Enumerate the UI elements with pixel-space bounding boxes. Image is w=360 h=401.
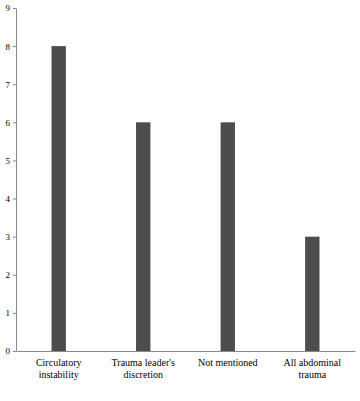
y-tick-label: 5 xyxy=(6,156,11,166)
y-tick-label: 0 xyxy=(6,346,11,356)
y-tick-label: 6 xyxy=(6,118,11,128)
y-tick-mark xyxy=(13,313,16,314)
y-tick: 5 xyxy=(6,156,17,166)
bar xyxy=(136,122,150,351)
bars xyxy=(52,46,320,351)
y-tick: 2 xyxy=(6,270,17,280)
label-line: discretion xyxy=(124,369,163,380)
x-tick-label: Not mentioned xyxy=(198,357,258,368)
bar xyxy=(52,46,66,351)
y-axis: 0 1 2 3 4 5 6 7 8 9 xyxy=(6,3,17,356)
y-tick-mark xyxy=(13,160,16,161)
label-line: Not mentioned xyxy=(198,357,258,368)
bar xyxy=(305,237,319,351)
x-axis: Circulatoryinstability Trauma leader'sdis… xyxy=(17,351,356,380)
y-tick-label: 2 xyxy=(6,270,11,280)
label-line: All abdominal xyxy=(284,357,342,368)
y-tick: 6 xyxy=(6,118,17,128)
x-tick: All abdominaltrauma xyxy=(284,351,342,380)
y-tick-mark xyxy=(13,237,16,238)
y-tick: 4 xyxy=(6,194,17,204)
y-tick-mark xyxy=(13,351,16,352)
x-tick-label: Trauma leader'sdiscretion xyxy=(112,357,175,380)
x-axis-line xyxy=(17,351,356,352)
y-axis-line xyxy=(16,9,17,352)
y-tick-mark xyxy=(13,84,16,85)
label-line: instability xyxy=(39,369,79,380)
y-tick: 8 xyxy=(6,41,17,51)
y-tick: 3 xyxy=(6,232,17,242)
plot: 0 1 2 3 4 5 6 7 8 9 Circulatoryinstability Trauma l… xyxy=(6,3,356,379)
label-line: Circulatory xyxy=(36,357,82,368)
y-tick-mark xyxy=(13,199,16,200)
x-tick: Trauma leader'sdiscretion xyxy=(112,351,175,380)
x-tick-label: Circulatoryinstability xyxy=(36,357,82,380)
x-tick: Circulatoryinstability xyxy=(36,351,82,380)
x-tick: Not mentioned xyxy=(198,351,258,368)
y-tick-label: 3 xyxy=(6,232,11,242)
y-tick-mark xyxy=(13,275,16,276)
y-tick-mark xyxy=(13,122,16,123)
y-tick: 9 xyxy=(6,3,17,13)
y-tick-mark xyxy=(13,8,16,9)
y-tick-label: 4 xyxy=(6,194,11,204)
y-tick: 7 xyxy=(6,80,17,90)
y-tick: 1 xyxy=(6,308,17,318)
bar xyxy=(221,122,235,351)
y-tick-label: 1 xyxy=(6,308,11,318)
chart: 0 1 2 3 4 5 6 7 8 9 Circulatoryinstability Trauma l… xyxy=(0,0,360,401)
y-tick-mark xyxy=(13,46,16,47)
y-tick-label: 8 xyxy=(6,41,11,51)
y-tick-label: 7 xyxy=(6,80,11,90)
y-tick: 0 xyxy=(6,346,17,356)
x-tick-label: All abdominaltrauma xyxy=(284,357,342,380)
label-line: trauma xyxy=(298,369,326,380)
y-tick-label: 9 xyxy=(6,3,11,13)
label-line: Trauma leader's xyxy=(112,357,175,368)
